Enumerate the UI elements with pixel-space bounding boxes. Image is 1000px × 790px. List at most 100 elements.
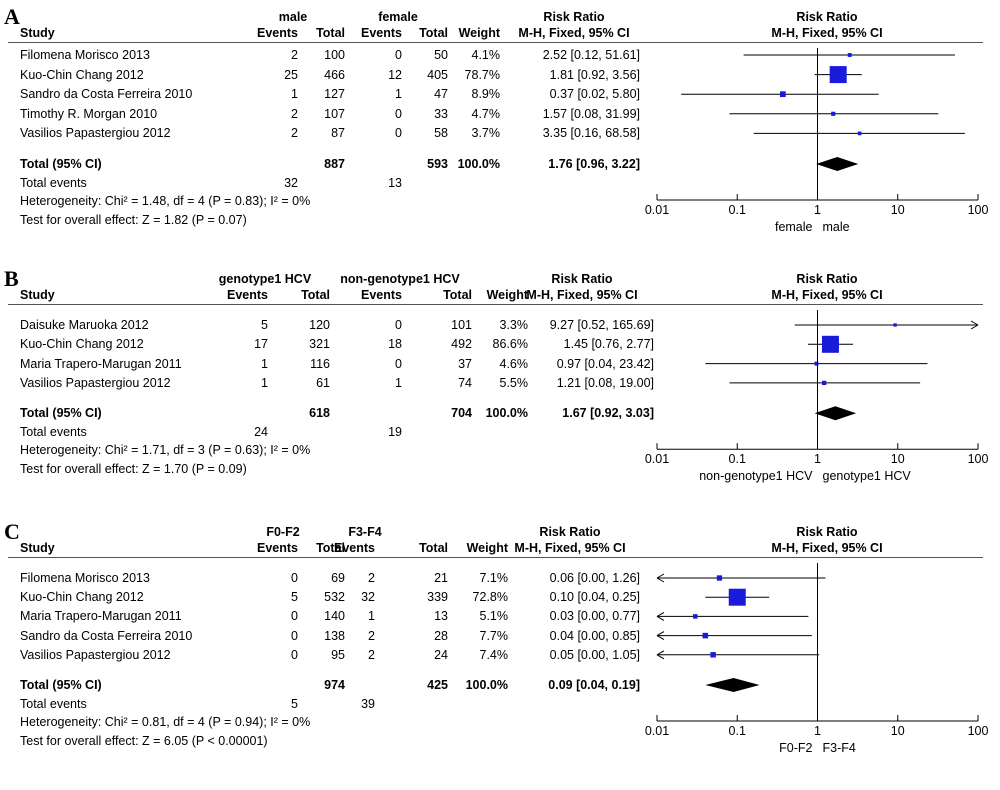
x-tick-label: 0.1 xyxy=(728,724,746,738)
events2-value: 0 xyxy=(395,126,402,141)
study-name: Sandro da Costa Ferreira 2010 xyxy=(20,628,193,643)
total2-value: 405 xyxy=(427,67,448,82)
panel-letter: C xyxy=(4,519,20,544)
study-effect-square xyxy=(847,53,852,57)
events2-value: 2 xyxy=(368,647,375,662)
total2-header: Total xyxy=(443,288,472,302)
rr-plot-title: Risk Ratio xyxy=(796,525,858,539)
risk-ratio-ci: 1.21 [0.08, 19.00] xyxy=(556,375,654,390)
header-divider xyxy=(8,557,983,558)
total2-value: 47 xyxy=(434,87,448,102)
rr-plot-title: Risk Ratio xyxy=(796,10,858,24)
group2-header: non-genotype1 HCV xyxy=(340,272,460,286)
total1-value: 321 xyxy=(309,337,330,352)
total-events1: 24 xyxy=(254,425,268,440)
risk-ratio-ci: 0.97 [0.04, 23.42] xyxy=(556,356,654,371)
risk-ratio-ci: 3.35 [0.16, 68.58] xyxy=(542,126,640,141)
weight-header: Weight xyxy=(466,541,508,555)
pooled-effect-diamond xyxy=(705,678,760,692)
events2-header: Events xyxy=(361,288,402,302)
study-name: Daisuke Maruoka 2012 xyxy=(20,318,149,332)
rr-plot-method-header: M-H, Fixed, 95% CI xyxy=(771,26,883,40)
ci-arrow-left xyxy=(656,573,665,583)
total2-value: 339 xyxy=(427,590,448,605)
events2-header: Events xyxy=(334,541,375,555)
header-divider xyxy=(8,42,983,43)
overall-effect-text: Test for overall effect: Z = 1.82 (P = 0… xyxy=(20,213,247,227)
events2-value: 2 xyxy=(368,628,375,643)
total2-value: 37 xyxy=(458,356,472,371)
weight-header: Weight xyxy=(458,26,500,40)
weight-value: 3.3% xyxy=(499,318,529,332)
events2-value: 1 xyxy=(395,375,402,390)
events1-value: 1 xyxy=(261,375,268,390)
events2-value: 32 xyxy=(361,590,375,605)
total1-value: 140 xyxy=(324,609,345,624)
group2-header: female xyxy=(378,10,418,24)
events1-value: 5 xyxy=(291,590,298,605)
total-events2: 13 xyxy=(388,176,402,190)
total2-value: 74 xyxy=(458,375,472,390)
forest-plot-graphic xyxy=(656,48,979,201)
events1-value: 25 xyxy=(284,67,298,82)
favours-left-label: female xyxy=(774,220,813,234)
risk-ratio-ci: 0.37 [0.02, 5.80] xyxy=(549,87,640,102)
weight-value: 4.7% xyxy=(471,106,501,121)
events2-header: Events xyxy=(361,26,402,40)
x-tick-label: 0.01 xyxy=(644,203,670,217)
total2-value: 28 xyxy=(434,628,448,643)
study-effect-square xyxy=(779,91,786,98)
study-effect-square xyxy=(710,652,716,658)
x-tick-label: 10 xyxy=(890,724,905,738)
group2-header: F3-F4 xyxy=(348,525,382,539)
events2-value: 1 xyxy=(368,609,375,624)
study-effect-square xyxy=(728,588,746,606)
study-name: Vasilios Papastergiou 2012 xyxy=(20,126,171,141)
x-tick-label: 1 xyxy=(814,452,821,467)
favours-left-label: non-genotype1 HCV xyxy=(699,469,813,484)
x-tick-label: 1 xyxy=(814,203,821,217)
risk-ratio-ci: 0.06 [0.00, 1.26] xyxy=(549,571,640,585)
risk-ratio-ci: 0.04 [0.00, 0.85] xyxy=(549,628,640,643)
total-events-label: Total events xyxy=(20,425,87,440)
study-effect-square xyxy=(693,614,698,619)
total1-value: 138 xyxy=(324,628,345,643)
events1-header: Events xyxy=(227,288,268,302)
events2-value: 18 xyxy=(388,337,402,352)
x-tick-label: 1 xyxy=(814,724,821,738)
study-name: Sandro da Costa Ferreira 2010 xyxy=(20,87,193,102)
weight-value: 7.1% xyxy=(479,571,509,585)
x-tick-label: 100 xyxy=(967,724,989,738)
total-label: Total (95% CI) xyxy=(20,678,102,692)
rr-method-header: M-H, Fixed, 95% CI xyxy=(526,288,638,302)
study-name: Timothy R. Morgan 2010 xyxy=(20,106,158,121)
rr-column-title: Risk Ratio xyxy=(543,10,605,24)
total2-value: 58 xyxy=(434,126,448,141)
ci-arrow-left xyxy=(656,611,665,621)
risk-ratio-ci: 2.52 [0.12, 51.61] xyxy=(542,48,640,62)
weight-value: 4.1% xyxy=(471,48,501,62)
weight-value: 5.1% xyxy=(479,609,509,624)
total2-value: 492 xyxy=(451,337,472,352)
events1-value: 1 xyxy=(261,356,268,371)
events2-value: 2 xyxy=(368,571,375,585)
total-label: Total (95% CI) xyxy=(20,406,102,421)
total2-sum: 704 xyxy=(451,406,472,421)
events1-value: 17 xyxy=(254,337,268,352)
weight-value: 86.6% xyxy=(492,337,528,352)
total-weight: 100.0% xyxy=(465,678,508,692)
ci-arrow-left xyxy=(656,631,665,641)
events2-value: 0 xyxy=(395,48,402,62)
events2-value: 0 xyxy=(395,356,402,371)
rr-method-header: M-H, Fixed, 95% CI xyxy=(514,541,626,555)
events2-value: 1 xyxy=(395,87,402,102)
total2-value: 33 xyxy=(434,106,448,121)
total-events-label: Total events xyxy=(20,176,87,190)
overall-effect-text: Test for overall effect: Z = 6.05 (P < 0… xyxy=(20,734,268,748)
risk-ratio-ci: 9.27 [0.52, 165.69] xyxy=(549,318,654,332)
events1-value: 5 xyxy=(261,318,268,332)
study-name: Filomena Morisco 2013 xyxy=(20,48,150,62)
study-name: Vasilios Papastergiou 2012 xyxy=(20,375,171,390)
study-name: Vasilios Papastergiou 2012 xyxy=(20,647,171,662)
